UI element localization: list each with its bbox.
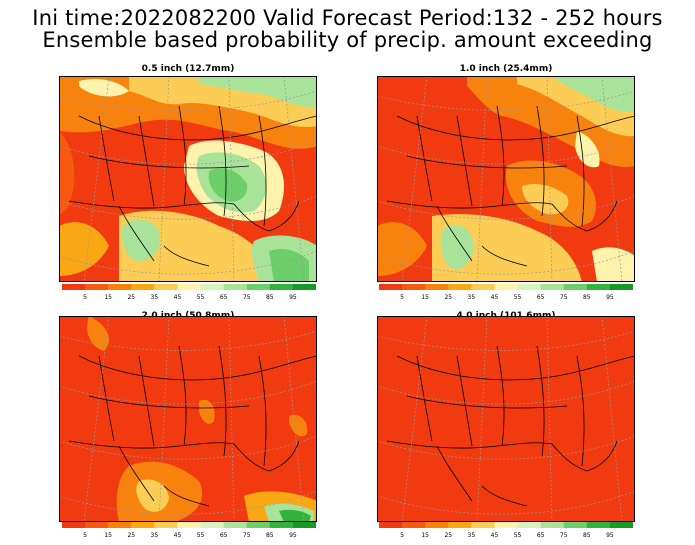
colorbar-tick-label: 75 — [560, 532, 568, 539]
colorbar-tick-label: 35 — [468, 294, 476, 301]
map-panel-4-0-inch — [377, 316, 635, 522]
colorbar-4-0-inch: 5 15 25 35 45 55 65 75 85 95 — [379, 522, 633, 539]
colorbar-swatch — [609, 522, 633, 528]
colorbar-swatch — [471, 284, 495, 290]
colorbar-tick-label: 85 — [266, 532, 274, 539]
colorbar-1-0-inch: 5 15 25 35 45 55 65 75 85 95 — [379, 284, 633, 301]
colorbar-swatch — [563, 284, 588, 290]
colorbar-tick-label: 15 — [104, 532, 112, 539]
figure-title-line-2: Ensemble based probability of precip. am… — [42, 28, 653, 52]
colorbar-swatch — [246, 522, 271, 528]
colorbar-swatch — [246, 284, 271, 290]
colorbar-tick-label: 25 — [127, 294, 135, 301]
colorbar-tick-label: 5 — [83, 294, 87, 301]
colorbar-tick-label: 15 — [104, 294, 112, 301]
colorbar-swatch — [223, 522, 248, 528]
colorbar-swatch — [402, 522, 426, 528]
colorbar-tick-label: 55 — [197, 532, 205, 539]
colorbar-swatch — [402, 284, 426, 290]
colorbar-tick-label: 95 — [606, 532, 614, 539]
colorbar-tick-label: 75 — [243, 532, 251, 539]
colorbar-swatch — [379, 522, 403, 528]
map-panel-1-0-inch — [377, 76, 635, 282]
colorbar-swatch — [200, 522, 224, 528]
colorbar-swatch — [540, 522, 565, 528]
colorbar-swatch — [540, 284, 565, 290]
colorbar-swatch — [131, 522, 155, 528]
colorbar-tick-label: 85 — [583, 532, 591, 539]
colorbar-swatch — [517, 522, 541, 528]
colorbar-swatch — [177, 522, 201, 528]
colorbar-swatch — [154, 284, 178, 290]
colorbar-tick-label: 95 — [606, 294, 614, 301]
colorbar-2-0-inch: 5 15 25 35 45 55 65 75 85 95 — [62, 522, 316, 539]
colorbar-tick-label: 85 — [583, 294, 591, 301]
colorbar-tick-label: 55 — [514, 532, 522, 539]
colorbar-tick-label: 35 — [151, 532, 159, 539]
colorbar-swatch — [200, 284, 224, 290]
colorbar-swatch — [517, 284, 541, 290]
colorbar-tick-label: 25 — [127, 532, 135, 539]
colorbar-tick-label: 15 — [421, 294, 429, 301]
colorbar-swatch — [177, 284, 201, 290]
colorbar-swatch — [471, 522, 495, 528]
colorbar-swatch — [85, 522, 109, 528]
panel-title-0-5-inch: 0.5 inch (12.7mm) — [141, 64, 235, 74]
colorbar-tick-label: 95 — [289, 532, 297, 539]
colorbar-tick-label: 95 — [289, 294, 297, 301]
colorbar-swatch — [425, 522, 449, 528]
colorbar-swatch — [223, 284, 248, 290]
colorbar-tick-label: 55 — [197, 294, 205, 301]
colorbar-tick-label: 15 — [421, 532, 429, 539]
colorbar-swatch — [494, 284, 518, 290]
colorbar-tick-label: 45 — [491, 294, 499, 301]
colorbar-swatch — [85, 284, 109, 290]
colorbar-swatch — [494, 522, 518, 528]
colorbar-swatch — [62, 284, 86, 290]
colorbar-swatch — [586, 284, 611, 290]
colorbar-swatch — [563, 522, 588, 528]
map-panel-2-0-inch — [59, 316, 317, 522]
colorbar-swatch — [292, 522, 316, 528]
colorbar-swatch — [292, 284, 316, 290]
colorbar-swatch — [448, 522, 472, 528]
colorbar-tick-label: 65 — [537, 294, 545, 301]
map-panel-0-5-inch — [59, 76, 317, 282]
panel-title-1-0-inch: 1.0 inch (25.4mm) — [459, 64, 553, 74]
colorbar-swatch — [448, 284, 472, 290]
colorbar-tick-label: 35 — [151, 294, 159, 301]
colorbar-tick-label: 45 — [174, 532, 182, 539]
colorbar-swatch — [425, 284, 449, 290]
colorbar-tick-label: 35 — [468, 532, 476, 539]
figure-title-line-1: Ini time:2022082200 Valid Forecast Perio… — [32, 6, 663, 30]
colorbar-tick-label: 45 — [174, 294, 182, 301]
colorbar-tick-label: 5 — [400, 294, 404, 301]
colorbar-swatch — [379, 284, 403, 290]
colorbar-tick-label: 25 — [444, 532, 452, 539]
colorbar-tick-label: 45 — [491, 532, 499, 539]
colorbar-tick-label: 55 — [514, 294, 522, 301]
colorbar-tick-label: 85 — [266, 294, 274, 301]
colorbar-tick-label: 25 — [444, 294, 452, 301]
colorbar-0-5-inch: 5 15 25 35 45 55 65 75 85 95 — [62, 284, 316, 301]
colorbar-tick-label: 75 — [243, 294, 251, 301]
colorbar-tick-label: 65 — [537, 532, 545, 539]
colorbar-tick-label: 5 — [400, 532, 404, 539]
colorbar-swatch — [609, 284, 633, 290]
colorbar-swatch — [108, 284, 132, 290]
colorbar-swatch — [586, 522, 611, 528]
colorbar-tick-label: 5 — [83, 532, 87, 539]
colorbar-swatch — [154, 522, 178, 528]
colorbar-tick-label: 75 — [560, 294, 568, 301]
colorbar-swatch — [269, 522, 294, 528]
colorbar-swatch — [62, 522, 86, 528]
colorbar-swatch — [269, 284, 294, 290]
colorbar-swatch — [131, 284, 155, 290]
colorbar-swatch — [108, 522, 132, 528]
colorbar-tick-label: 65 — [220, 294, 228, 301]
colorbar-tick-label: 65 — [220, 532, 228, 539]
